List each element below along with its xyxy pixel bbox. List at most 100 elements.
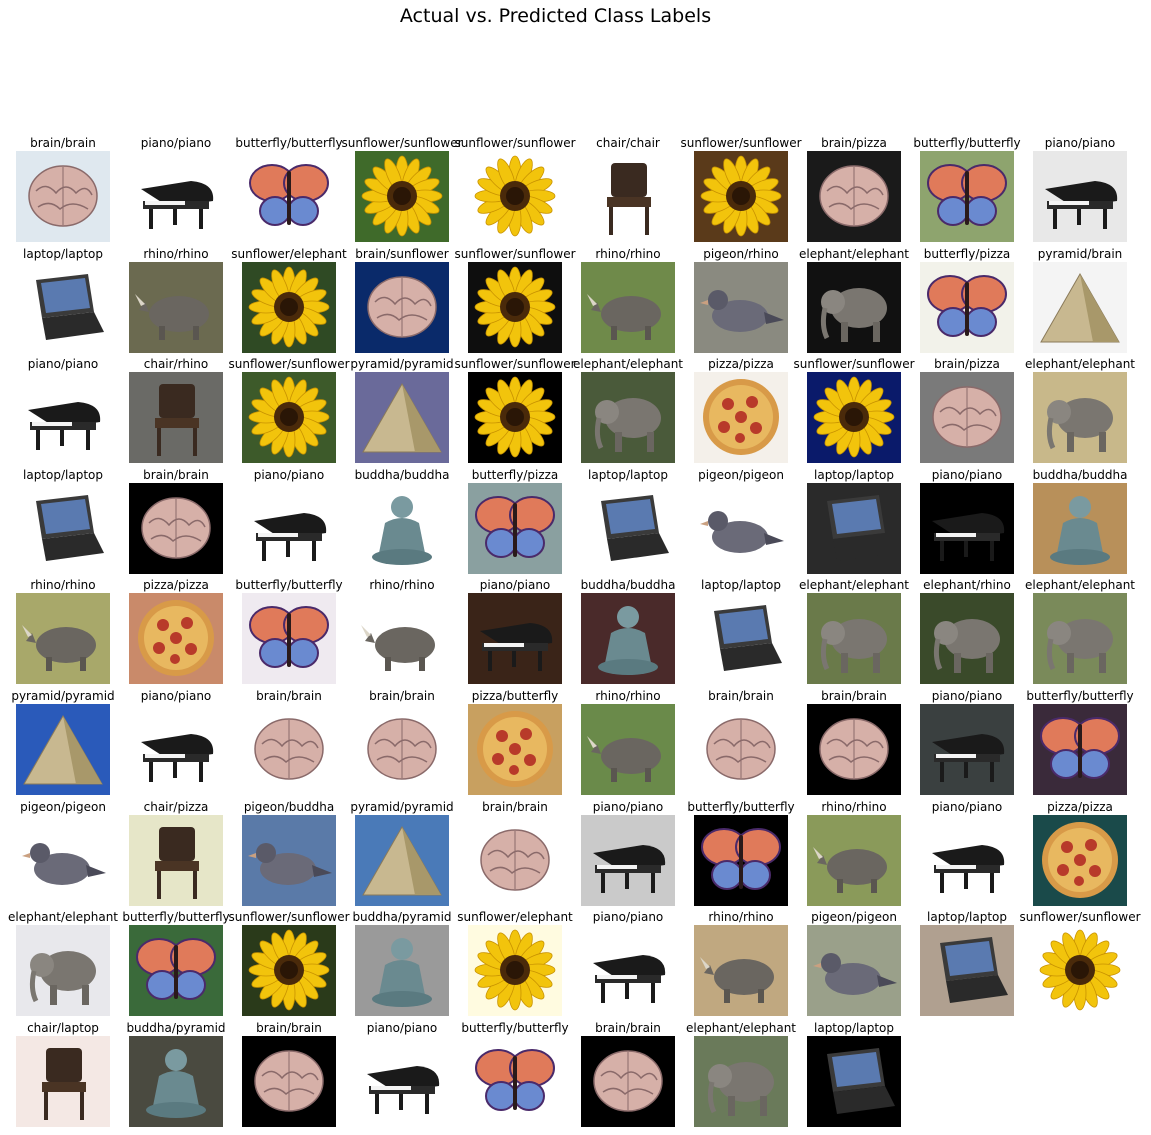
grid-cell: pigeon/rhino — [694, 247, 788, 353]
cell-label: chair/rhino — [143, 357, 209, 372]
cell-label: sunflower/elephant — [457, 910, 573, 925]
piano-thumbnail — [355, 1035, 449, 1127]
rhino-thumbnail — [807, 814, 901, 906]
grid-cell: piano/piano — [581, 910, 675, 1017]
butterfly-thumbnail — [920, 261, 1014, 353]
grid-cell: elephant/elephant — [1025, 357, 1135, 464]
brain-thumbnail — [807, 704, 901, 795]
cell-label: piano/piano — [592, 799, 664, 814]
grid-cell: butterfly/butterfly — [461, 1021, 569, 1127]
cell-label: elephant/elephant — [685, 1020, 796, 1035]
figure-title: Actual vs. Predicted Class Labels — [399, 5, 712, 27]
chair-thumbnail — [581, 151, 675, 242]
grid-cell: brain/brain — [581, 1021, 675, 1127]
cell-label: brain/brain — [595, 1020, 661, 1035]
cell-label: rhino/rhino — [821, 799, 887, 814]
cell-label: brain/brain — [256, 1020, 322, 1035]
grid-cell: buddha/buddha — [1033, 468, 1127, 574]
brain-thumbnail — [242, 1035, 336, 1127]
sunflower-thumbnail — [807, 372, 901, 464]
rhino-thumbnail — [129, 261, 223, 353]
cell-label: butterfly/butterfly — [913, 136, 1021, 150]
chair-thumbnail — [129, 814, 223, 906]
cell-label: brain/brain — [143, 467, 209, 482]
grid-cell: laptop/laptop — [920, 910, 1014, 1017]
elephant-thumbnail — [581, 372, 675, 464]
grid-cell: piano/piano — [355, 1021, 449, 1127]
grid-cell: brain/brain — [694, 689, 788, 795]
piano-thumbnail — [129, 704, 223, 795]
cell-label: butterfly/butterfly — [1026, 689, 1134, 703]
cell-label: pizza/pizza — [143, 578, 209, 593]
laptop-thumbnail — [581, 482, 675, 574]
grid-cell: rhino/rhino — [581, 689, 675, 795]
grid-cell: elephant/elephant — [573, 357, 683, 464]
cell-label: pigeon/pigeon — [698, 467, 784, 482]
cell-label: butterfly/butterfly — [235, 578, 343, 593]
grid-cell: buddha/pyramid — [126, 1021, 226, 1127]
cell-label: chair/chair — [596, 136, 660, 150]
elephant-thumbnail — [807, 261, 901, 353]
brain-thumbnail — [581, 1035, 675, 1127]
grid-cell: rhino/rhino — [694, 910, 788, 1017]
cell-label: pigeon/buddha — [243, 799, 335, 814]
cell-label: brain/brain — [256, 689, 322, 703]
cell-label: elephant/elephant — [1024, 357, 1135, 372]
brain-thumbnail — [242, 704, 336, 795]
grid-cell: elephant/elephant — [799, 578, 909, 685]
grid-cell: chair/laptop — [16, 1021, 110, 1127]
cell-label: sunflower/sunflower — [680, 136, 802, 150]
cell-label: pizza/pizza — [1047, 799, 1113, 814]
buddha-thumbnail — [355, 482, 449, 574]
cell-label: brain/sunflower — [355, 246, 449, 261]
piano-thumbnail — [1033, 151, 1127, 242]
cell-label: laptop/laptop — [927, 910, 1007, 925]
grid-cell: pigeon/pigeon — [694, 468, 788, 574]
grid-cell: piano/piano — [129, 136, 223, 242]
grid-cell: brain/brain — [242, 689, 336, 795]
grid-cell: butterfly/butterfly — [1026, 689, 1134, 795]
piano-thumbnail — [16, 372, 110, 464]
cell-label: sunflower/sunflower — [228, 357, 350, 372]
laptop-thumbnail — [16, 482, 110, 574]
cell-label: piano/piano — [140, 136, 212, 150]
cell-label: pizza/butterfly — [471, 689, 559, 703]
brain-thumbnail — [355, 704, 449, 795]
cell-label: chair/laptop — [27, 1020, 99, 1035]
cell-label: butterfly/pizza — [923, 246, 1011, 261]
butterfly-thumbnail — [468, 482, 562, 574]
grid-cell: chair/chair — [581, 136, 675, 242]
cell-label: sunflower/sunflower — [228, 910, 350, 925]
elephant-thumbnail — [1033, 593, 1127, 685]
grid-cell: elephant/elephant — [686, 1021, 796, 1127]
cell-label: rhino/rhino — [595, 689, 661, 703]
butterfly-thumbnail — [694, 814, 788, 906]
sunflower-thumbnail — [468, 151, 562, 242]
laptop-thumbnail — [807, 482, 901, 574]
piano-thumbnail — [581, 925, 675, 1017]
grid-cell: pigeon/buddha — [242, 800, 336, 906]
cell-label: sunflower/sunflower — [1019, 910, 1141, 925]
grid-cell: sunflower/sunflower — [680, 136, 802, 242]
elephant-thumbnail — [694, 1035, 788, 1127]
grid-cell: brain/pizza — [920, 357, 1014, 464]
cell-label: sunflower/sunflower — [454, 136, 576, 150]
brain-thumbnail — [920, 372, 1014, 464]
sunflower-thumbnail — [355, 151, 449, 242]
cell-label: sunflower/sunflower — [793, 357, 915, 372]
cell-label: buddha/buddha — [1032, 467, 1128, 482]
cell-label: piano/piano — [366, 1020, 438, 1035]
cell-label: laptop/laptop — [23, 246, 103, 261]
cell-label: buddha/buddha — [354, 467, 450, 482]
brain-thumbnail — [355, 261, 449, 353]
grid-cell: buddha/pyramid — [352, 910, 452, 1017]
cell-label: rhino/rhino — [708, 910, 774, 925]
pizza-thumbnail — [694, 372, 788, 464]
cell-label: brain/brain — [821, 689, 887, 703]
grid-cell: piano/piano — [16, 357, 110, 464]
cell-label: brain/pizza — [934, 357, 1000, 372]
pigeon-thumbnail — [694, 261, 788, 353]
rhino-thumbnail — [694, 925, 788, 1017]
piano-thumbnail — [129, 151, 223, 242]
cell-label: laptop/laptop — [814, 1020, 894, 1035]
